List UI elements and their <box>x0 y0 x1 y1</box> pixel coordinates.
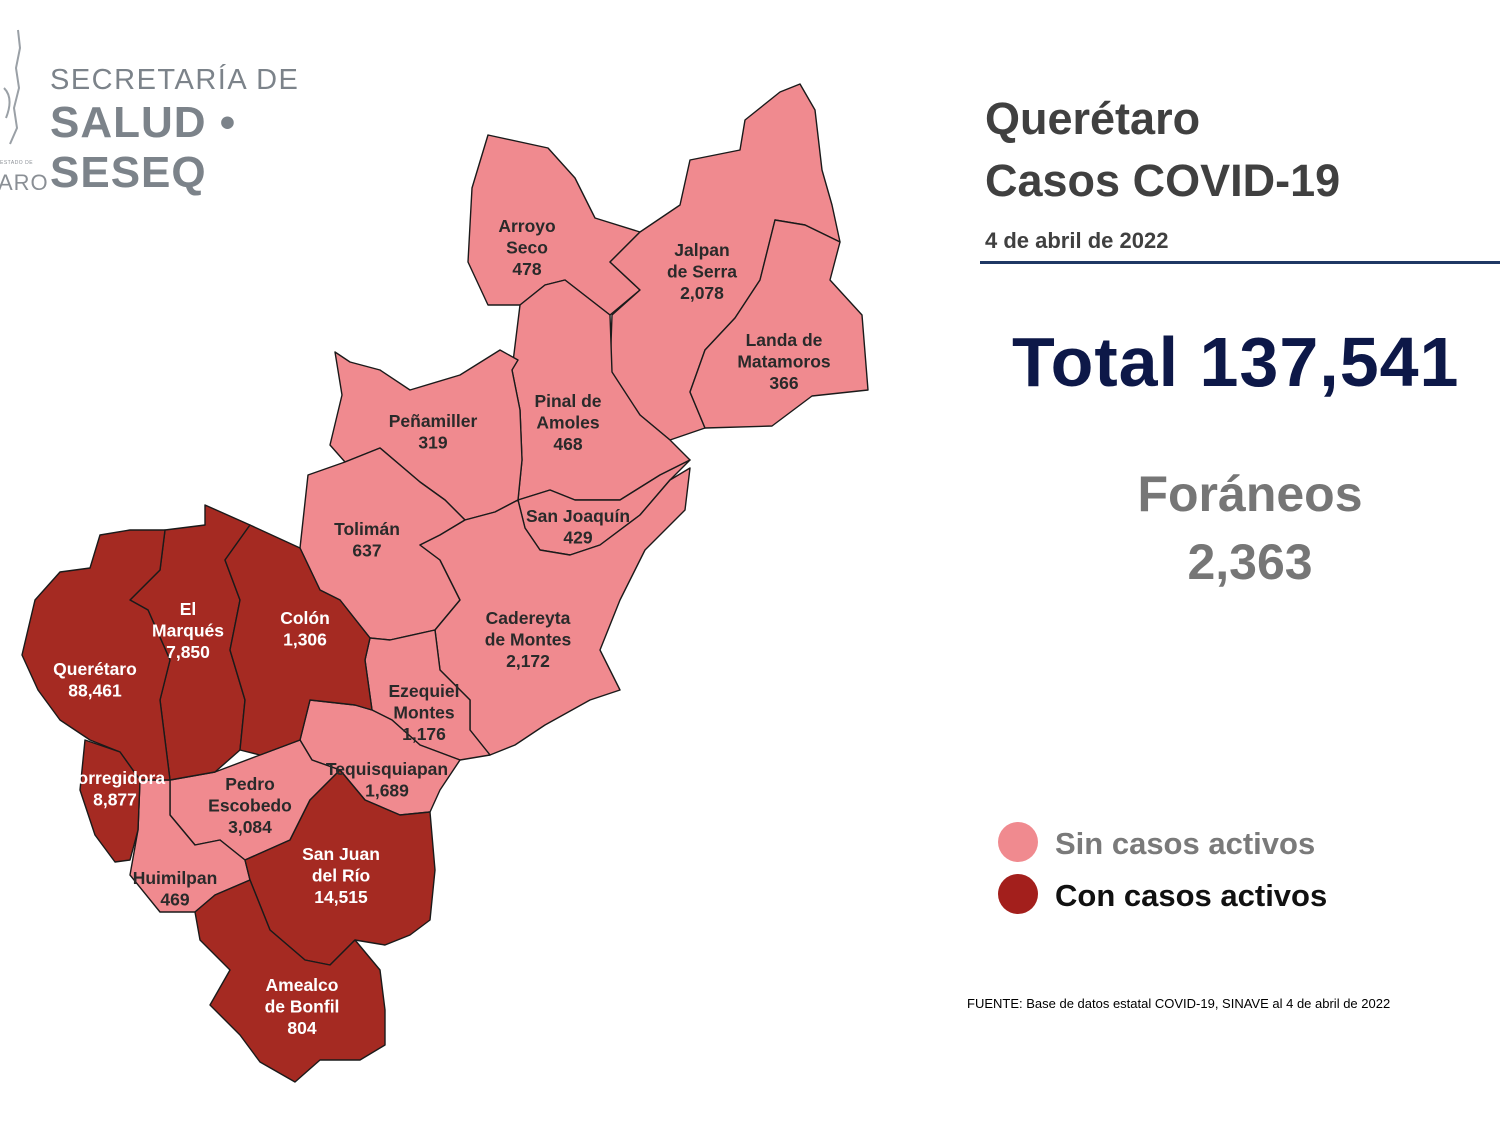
municipality-name-jalpan-de-serra: Jalpan <box>674 240 729 260</box>
case-count-pedro-escobedo: 3,084 <box>228 817 272 837</box>
seseq-logo: ESTADO DE ARO SECRETARÍA DE SALUD • SESE… <box>0 28 400 198</box>
state-emblem-icon <box>3 29 22 145</box>
municipality-corregidora <box>79 739 141 863</box>
municipality-name-cadereyta-de-montes: Cadereyta <box>486 608 571 628</box>
case-count-colon: 1,306 <box>283 630 327 650</box>
case-count-el-marques: 7,850 <box>166 642 210 662</box>
case-count-tequisquiapan: 1,689 <box>365 781 409 801</box>
case-count-toliman: 637 <box>352 541 381 561</box>
legend-label-inactive: Sin casos activos <box>1055 826 1316 861</box>
municipality-name-cadereyta-de-montes: de Montes <box>485 630 572 650</box>
municipality-san-juan-del-rio <box>244 769 436 966</box>
legend-swatch-active <box>998 874 1038 914</box>
municipality-cadereyta-de-montes <box>419 467 691 756</box>
municipality-name-arroyo-seco: Arroyo <box>498 216 555 236</box>
municipality-name-san-joaquin: San Joaquín <box>526 506 630 526</box>
date-underline <box>980 261 1500 264</box>
source-note: FUENTE: Base de datos estatal COVID-19, … <box>967 996 1391 1011</box>
case-count-ezequiel-montes: 1,176 <box>402 724 446 744</box>
municipality-name-amealco-de-bonfil: de Bonfil <box>265 997 340 1017</box>
case-count-arroyo-seco: 478 <box>512 259 541 279</box>
logo-fragment-text: ARO <box>0 170 49 195</box>
municipality-name-san-juan-del-rio: del Río <box>312 866 370 886</box>
municipality-name-pedro-escobedo: Escobedo <box>208 796 292 816</box>
case-count-san-joaquin: 429 <box>563 528 592 548</box>
municipality-name-amealco-de-bonfil: Amealco <box>266 975 339 995</box>
municipality-name-penamiller: Peñamiller <box>389 411 478 431</box>
logo-line2: SALUD • SESEQ <box>50 98 237 197</box>
municipality-landa-de-matamoros <box>689 219 869 429</box>
case-count-san-juan-del-rio: 14,515 <box>314 887 368 907</box>
municipality-name-pedro-escobedo: Pedro <box>225 774 275 794</box>
municipality-name-arroyo-seco: Seco <box>506 238 548 258</box>
foraneos-value: 2,363 <box>1187 534 1313 590</box>
municipality-name-jalpan-de-serra: de Serra <box>667 262 737 282</box>
municipality-name-landa-de-matamoros: Matamoros <box>737 352 831 372</box>
municipality-name-huimilpan: Huimilpan <box>133 868 218 888</box>
municipality-name-san-juan-del-rio: San Juan <box>302 844 380 864</box>
municipality-colon <box>224 524 373 756</box>
case-count-penamiller: 319 <box>418 433 447 453</box>
municipality-name-colon: Colón <box>280 608 330 628</box>
legend-swatch-inactive <box>998 822 1038 862</box>
legend-label-active: Con casos activos <box>1055 878 1328 913</box>
municipality-name-tequisquiapan: Tequisquiapan <box>326 759 448 779</box>
municipality-name-ezequiel-montes: Montes <box>393 703 455 723</box>
case-count-pinal-de-amoles: 468 <box>553 434 582 454</box>
page-title: Querétaro Casos COVID-19 <box>985 88 1340 212</box>
municipality-name-corregidora: Corregidora <box>65 768 165 788</box>
municipality-name-el-marques: Marqués <box>152 621 224 641</box>
case-count-jalpan-de-serra: 2,078 <box>680 283 724 303</box>
municipality-name-el-marques: El <box>180 599 197 619</box>
case-count-huimilpan: 469 <box>160 890 189 910</box>
report-date: 4 de abril de 2022 <box>985 228 1169 253</box>
municipality-name-queretaro: Querétaro <box>53 659 137 679</box>
case-count-queretaro: 88,461 <box>68 681 122 701</box>
case-count-amealco-de-bonfil: 804 <box>287 1018 316 1038</box>
logo-small-text: ESTADO DE <box>0 160 34 166</box>
foraneos-label: Foráneos <box>1137 466 1363 522</box>
case-count-corregidora: 8,877 <box>93 790 137 810</box>
municipality-name-landa-de-matamoros: Landa de <box>746 330 823 350</box>
municipality-amealco-de-bonfil <box>194 879 386 1083</box>
municipality-name-pinal-de-amoles: Pinal de <box>534 391 601 411</box>
case-count-landa-de-matamoros: 366 <box>769 373 798 393</box>
foreign-cases: Foráneos 2,363 <box>1100 460 1400 596</box>
municipality-name-pinal-de-amoles: Amoles <box>536 413 599 433</box>
case-count-cadereyta-de-montes: 2,172 <box>506 651 550 671</box>
title-line1: Querétaro <box>985 93 1201 144</box>
municipality-name-toliman: Tolimán <box>334 519 400 539</box>
title-line2: Casos COVID-19 <box>985 155 1341 206</box>
municipality-queretaro <box>21 529 171 781</box>
logo-line1: SECRETARÍA DE <box>50 64 300 96</box>
municipality-name-ezequiel-montes: Ezequiel <box>389 681 460 701</box>
total-cases: Total 137,541 <box>1012 323 1460 401</box>
